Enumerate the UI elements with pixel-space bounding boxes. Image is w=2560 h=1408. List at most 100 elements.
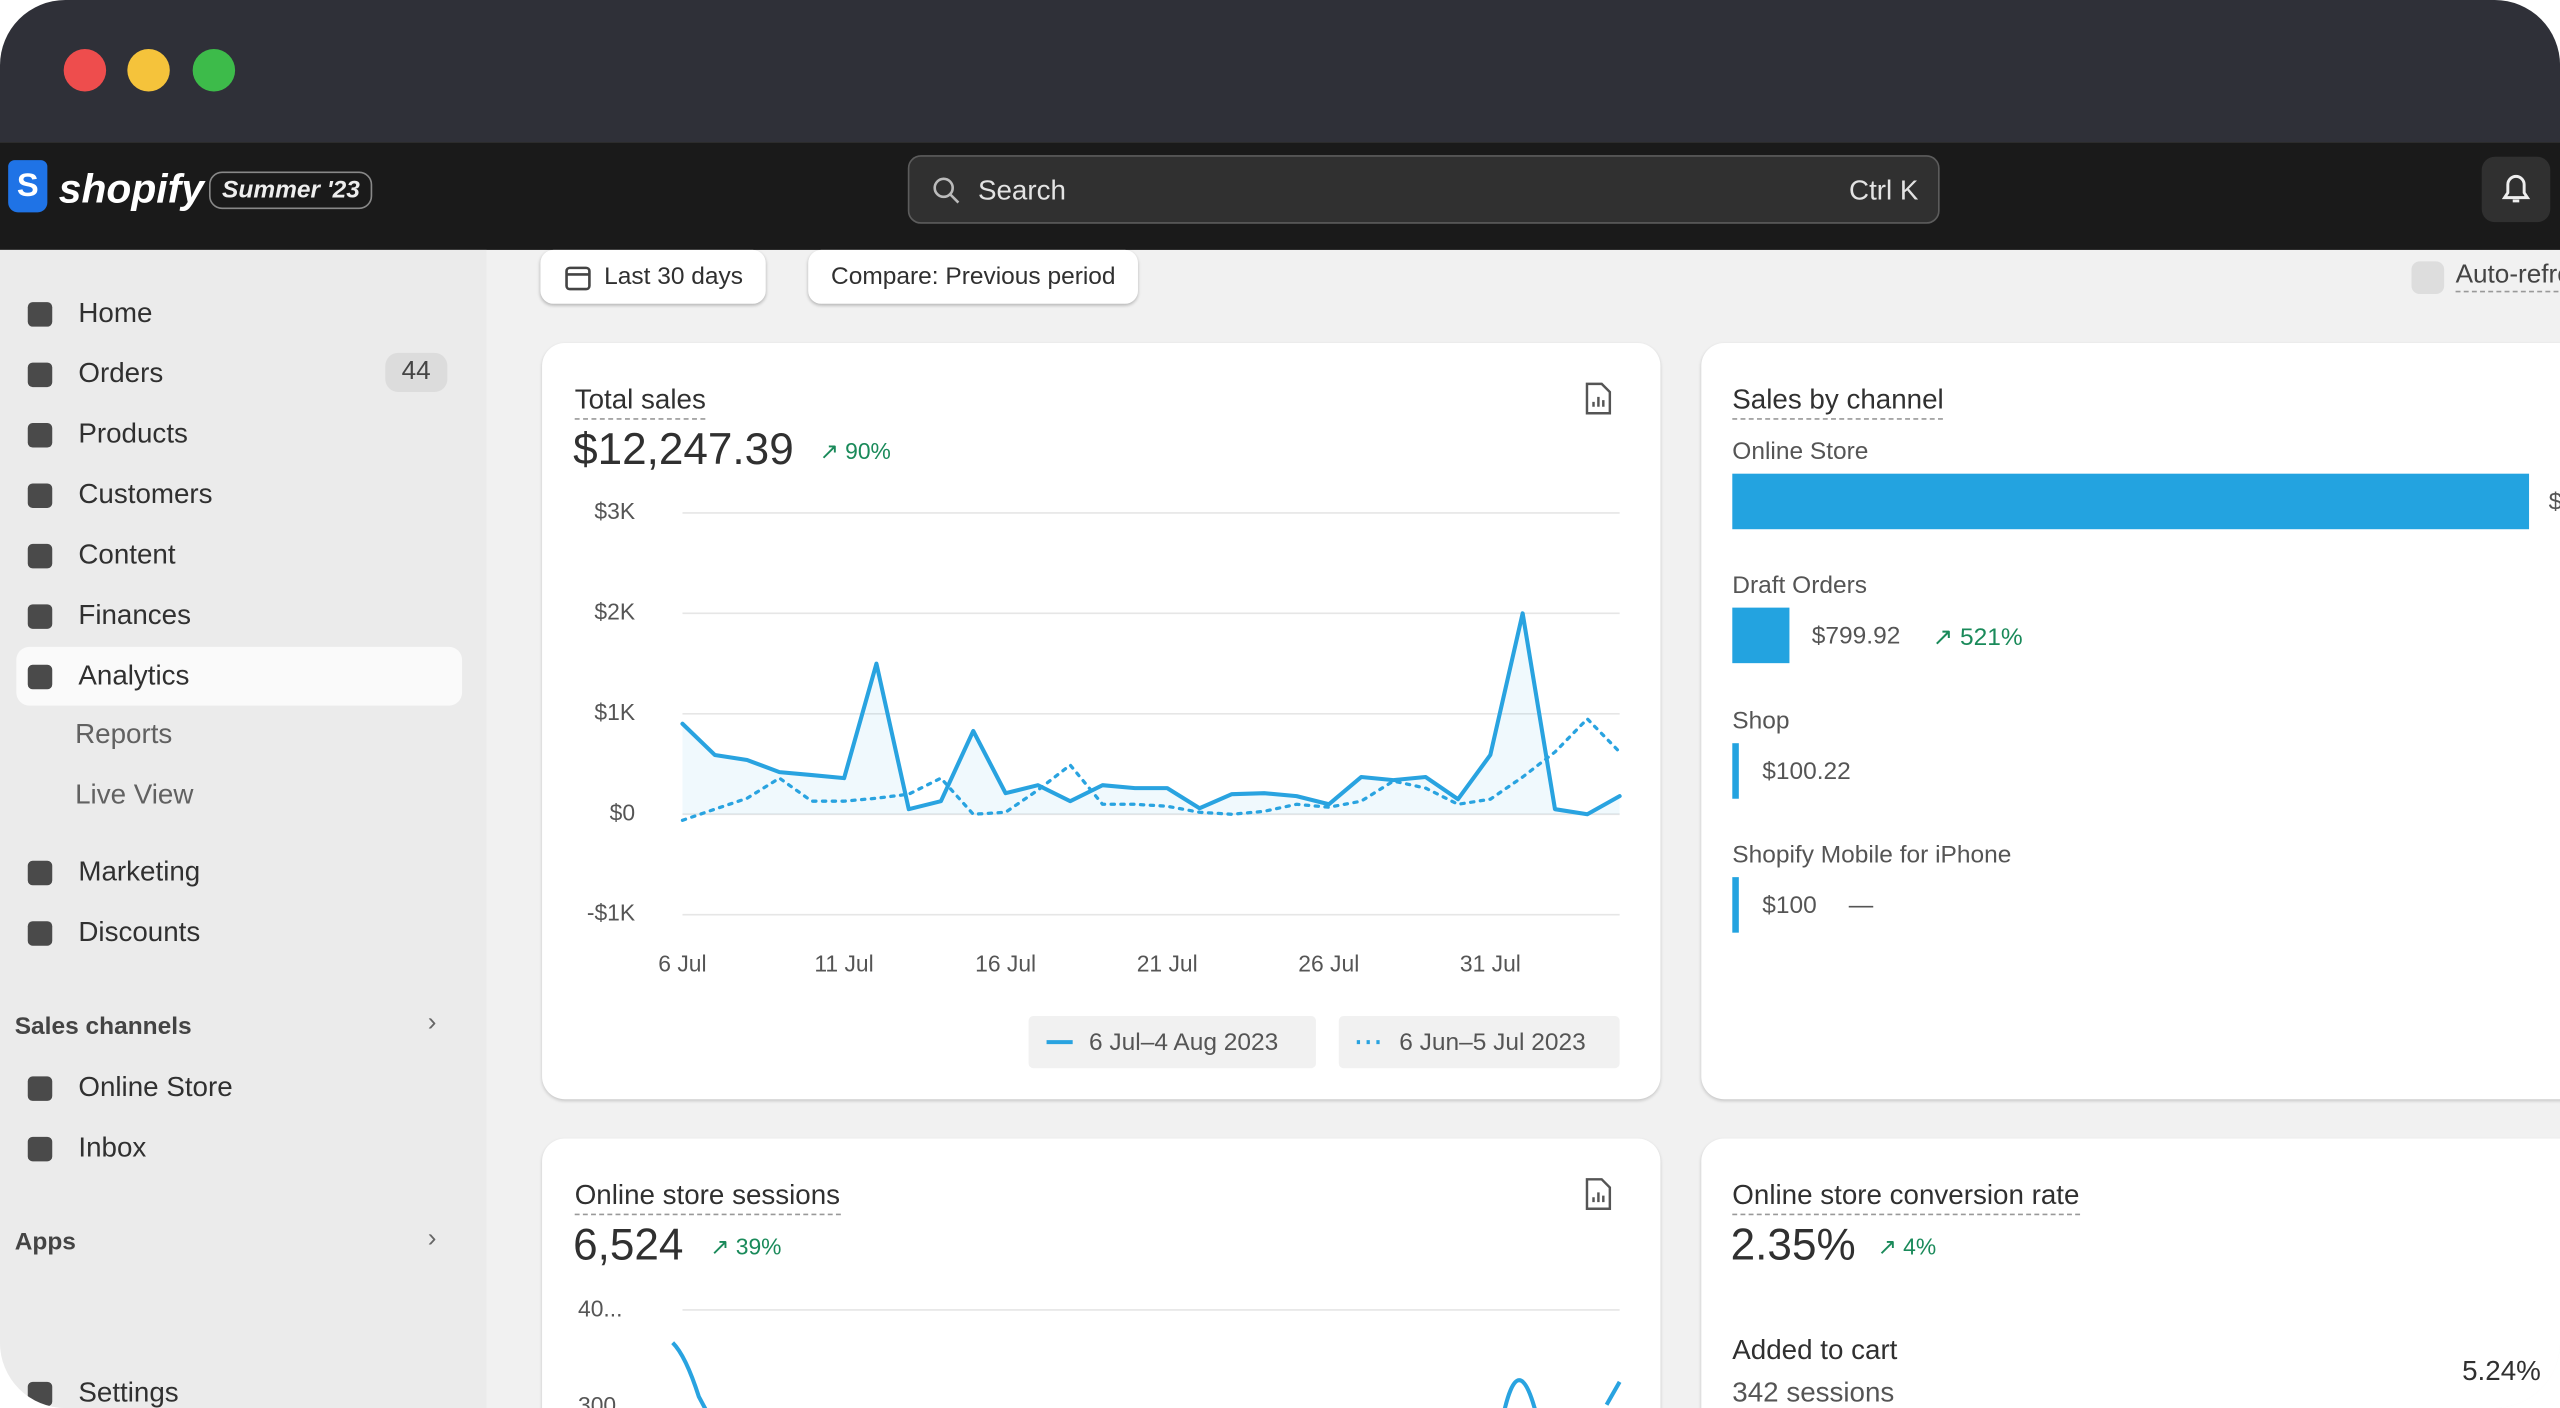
channel-name: Draft Orders xyxy=(1732,571,1868,600)
nav-icon xyxy=(23,599,56,632)
nav-item[interactable]: Discounts xyxy=(16,903,462,962)
nav-item[interactable]: Marketing xyxy=(16,843,462,902)
legend-item xyxy=(1028,1015,1316,1069)
nav-label: Reports xyxy=(75,718,173,750)
change: ↗ 39% xyxy=(710,1233,782,1260)
nav-label: Orders xyxy=(78,357,164,389)
nav-label: Home xyxy=(78,297,153,329)
nav-icon xyxy=(23,1377,56,1408)
title-bar xyxy=(0,0,2560,143)
compare-filter[interactable]: Compare: Previous period xyxy=(808,249,1139,304)
search-placeholder: Search xyxy=(977,174,1066,206)
y-tick-label: $1K xyxy=(594,699,635,725)
nav-label: Finances xyxy=(78,599,192,631)
minimize-button[interactable] xyxy=(127,49,170,92)
nav-item[interactable]: Home xyxy=(16,284,462,343)
change-value: 90% xyxy=(845,437,891,464)
brand: shopify xyxy=(58,166,204,213)
change-value: 39% xyxy=(735,1233,782,1260)
total-sales-card xyxy=(542,343,1661,1100)
nav-label: Settings xyxy=(78,1376,179,1408)
conversion-card xyxy=(1701,1138,2560,1408)
x-tick-label: 26 Jul xyxy=(1298,950,1359,976)
nav-icon xyxy=(23,916,56,949)
nav-item[interactable]: Orders xyxy=(16,345,462,404)
channel-change: ↗ 521% xyxy=(1932,623,2023,652)
card-title: Sales by channel xyxy=(1732,384,1944,420)
nav-icon xyxy=(23,479,56,512)
y-tick-label: 300 xyxy=(577,1391,617,1408)
count-badge: 44 xyxy=(385,352,448,393)
legend-label: 6 Jun–5 Jul 2023 xyxy=(1399,1029,1585,1056)
legend-label: 6 Jul–4 Aug 2023 xyxy=(1089,1029,1278,1056)
nav-label: Inbox xyxy=(78,1131,147,1163)
search-box[interactable]: Search Ctrl K xyxy=(907,155,1940,224)
change-value: 521% xyxy=(1959,623,2023,652)
nav-label: Live View xyxy=(75,779,194,811)
legend-item xyxy=(1338,1015,1620,1069)
edition-badge: Summer '23 xyxy=(208,171,373,210)
channel-value: $100.22 xyxy=(1762,757,1851,786)
line xyxy=(680,611,1622,817)
nav-item[interactable]: Content xyxy=(16,526,462,585)
nav-label: Online Store xyxy=(78,1071,233,1103)
funnel-step: Added to cart xyxy=(1732,1334,1898,1366)
calendar-icon xyxy=(565,265,591,290)
line xyxy=(680,717,1622,822)
top-bar: S shopify Summer '23 Search Ctrl K xyxy=(0,142,2560,250)
chevron: › xyxy=(427,1009,437,1038)
section-heading: Apps xyxy=(14,1228,76,1257)
auto-refresh-checkbox[interactable] xyxy=(2411,261,2445,295)
channel-name: Shop xyxy=(1732,707,1790,736)
y-tick-label: $0 xyxy=(610,799,635,825)
nav-item[interactable]: Live View xyxy=(16,766,521,825)
channel-bar xyxy=(1732,473,2530,530)
change-value: 4% xyxy=(1903,1233,1937,1260)
report-icon[interactable] xyxy=(1582,382,1615,415)
change: ↗ 90% xyxy=(819,437,891,464)
date-filter[interactable]: Last 30 days xyxy=(540,249,766,304)
nav-item[interactable]: Customers xyxy=(16,466,462,525)
nav-label: Marketing xyxy=(78,855,201,887)
compare-filter-label: Compare: Previous period xyxy=(831,262,1116,291)
x-tick-label: 11 Jul xyxy=(814,950,873,976)
auto-refresh-label: Auto-refresh xyxy=(2455,261,2560,293)
nav-icon xyxy=(23,660,56,693)
nav-item[interactable]: Products xyxy=(16,405,462,464)
sessions-line xyxy=(671,1341,1622,1408)
nav-item[interactable]: Online Store xyxy=(16,1058,462,1117)
nav-icon xyxy=(23,1072,56,1105)
channel-bar xyxy=(1732,607,1789,664)
x-tick-label: 31 Jul xyxy=(1460,950,1521,976)
nav-icon xyxy=(23,1132,56,1165)
nav-icon xyxy=(23,418,56,451)
close-button[interactable] xyxy=(63,49,107,92)
nav-item[interactable]: Reports xyxy=(16,706,521,765)
nav-item[interactable]: Analytics xyxy=(16,646,463,706)
nav-icon xyxy=(23,358,56,391)
nav-label: Products xyxy=(78,418,188,450)
nav-icon xyxy=(23,297,56,330)
conversion-value: 2.35% xyxy=(1730,1220,1856,1270)
nav-icon xyxy=(23,856,56,889)
sidebar xyxy=(0,249,487,1408)
maximize-button[interactable] xyxy=(192,49,236,92)
channel-name: Shopify Mobile for iPhone xyxy=(1732,841,2012,869)
nav-item[interactable]: Settings xyxy=(16,1364,462,1408)
change-value: — xyxy=(1848,891,1874,920)
report-icon[interactable] xyxy=(1582,1178,1615,1211)
nav-item[interactable]: Inbox xyxy=(16,1119,462,1178)
section-heading: Sales channels xyxy=(14,1012,192,1041)
notifications-button[interactable] xyxy=(2481,156,2551,223)
funnel-sessions: 342 sessions xyxy=(1732,1376,1895,1408)
chevron: › xyxy=(427,1225,437,1253)
card-title: Online store conversion rate xyxy=(1732,1179,2080,1216)
nav-label: Discounts xyxy=(78,916,201,948)
channel-bar xyxy=(1732,743,1740,799)
nav-item[interactable]: Finances xyxy=(16,586,462,645)
x-tick-label: 6 Jul xyxy=(658,950,706,976)
search-icon xyxy=(933,177,960,204)
channel-name: Online Store xyxy=(1732,437,1869,466)
change: ↗ 4% xyxy=(1877,1233,1937,1260)
search-shortcut: Ctrl K xyxy=(1849,174,1919,206)
